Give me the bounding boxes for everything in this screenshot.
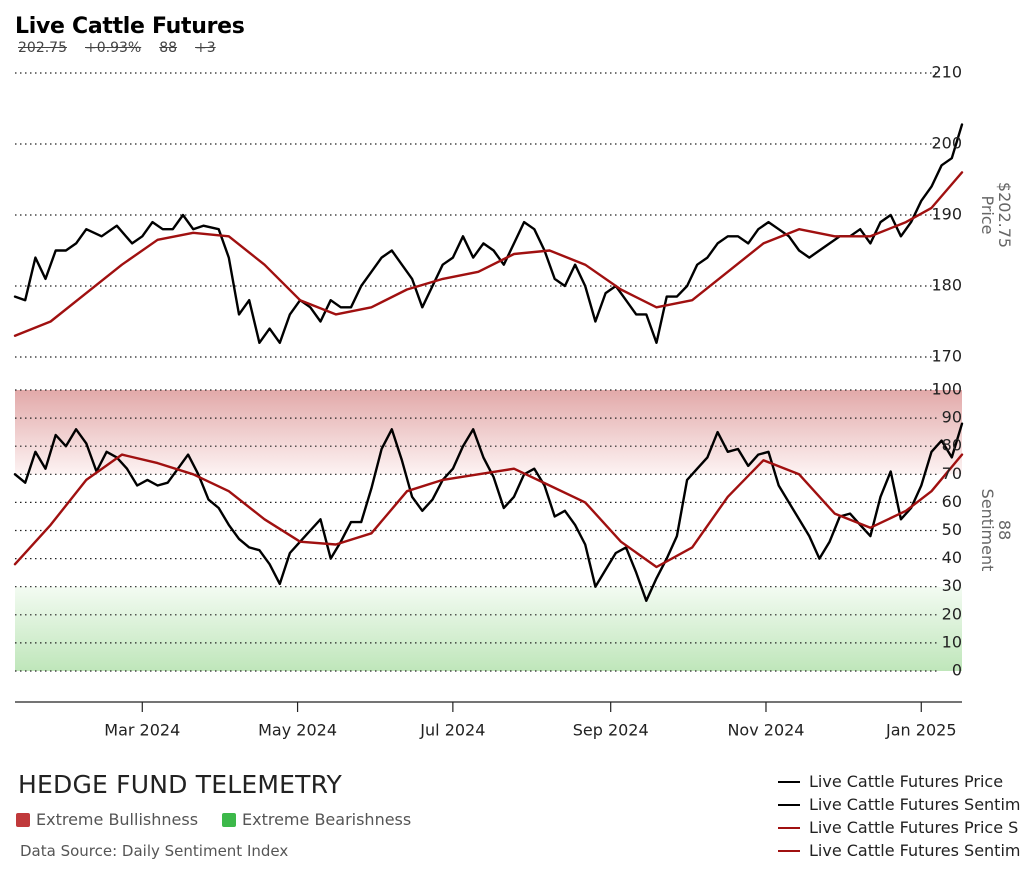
x-tick-label: May 2024 — [258, 721, 337, 740]
brand-name: HEDGE FUND TELEMETRY — [18, 770, 343, 799]
stat-sentiment: 88 — [159, 40, 178, 56]
stat-change: +0.93% — [85, 40, 142, 56]
stat-price: 202.75 — [18, 40, 67, 56]
stat-sentiment-change: +3 — [195, 40, 216, 56]
legend-label: Live Cattle Futures Price S — [809, 818, 1019, 837]
legend-item: Live Cattle Futures Sentim — [778, 839, 1024, 862]
sentiment-tick-label: 0 — [952, 661, 962, 680]
header-stats: 202.75 +0.93% 88 +3 — [18, 40, 234, 56]
x-tick-label: Jan 2025 — [885, 721, 956, 740]
legend-item: Live Cattle Futures Price — [778, 770, 1024, 793]
bullish-swatch — [16, 812, 30, 827]
x-tick-label: Jul 2024 — [419, 721, 485, 740]
sentiment-tick-label: 60 — [942, 492, 962, 511]
sentiment-tick-label: 20 — [942, 604, 962, 623]
data-source: Data Source: Daily Sentiment Index — [20, 842, 289, 860]
chart-title: Live Cattle Futures — [15, 14, 245, 39]
price-axis-label-text: $202.75 — [995, 182, 1014, 248]
price-tick-label: 200 — [931, 134, 962, 153]
price-axis-label-text: Price — [978, 195, 997, 234]
legend-label: Live Cattle Futures Sentim — [809, 841, 1021, 860]
legend-line — [778, 803, 800, 806]
sentiment-tick-label: 50 — [942, 520, 962, 539]
legend-item: Live Cattle Futures Sentim — [778, 793, 1024, 816]
sentiment-smoothed-line — [13, 453, 964, 569]
grid-lines — [15, 72, 940, 672]
sentiment-tick-label: 40 — [942, 548, 962, 567]
price-tick-label: 180 — [931, 276, 962, 295]
legend-line — [778, 849, 800, 852]
price-line — [13, 123, 964, 344]
bearish-swatch — [222, 812, 236, 827]
legend-item: Live Cattle Futures Price S — [778, 816, 1024, 839]
bearish-label: Extreme Bearishness — [242, 810, 412, 829]
sentiment-bands — [15, 390, 962, 671]
bullish-label: Extreme Bullishness — [36, 810, 199, 829]
legend-line — [778, 780, 800, 783]
sentiment-tick-label: 10 — [942, 632, 962, 651]
series-lines — [13, 123, 964, 602]
price-smoothed-line — [13, 171, 964, 337]
sentiment-tick-label: 70 — [942, 464, 962, 483]
bullish-band — [15, 390, 962, 475]
key-bearish: Extreme Bearishness — [222, 810, 411, 829]
sentiment-tick-label: 30 — [942, 576, 962, 595]
price-axis-label: Price$202.75 — [978, 182, 1014, 248]
sentiment-tick-label: 80 — [942, 436, 962, 455]
x-tick-label: Sep 2024 — [573, 721, 649, 740]
legend-label: Live Cattle Futures Sentim — [809, 795, 1021, 814]
bearish-band — [15, 586, 962, 671]
sentiment-axis-label-text: Sentiment — [978, 489, 997, 572]
sentiment-axis-label-text: 88 — [995, 520, 1014, 540]
price-tick-label: 190 — [931, 205, 962, 224]
sentiment-line — [13, 422, 964, 602]
price-tick-label: 170 — [931, 347, 962, 366]
legend-label: Live Cattle Futures Price — [809, 772, 1004, 791]
sentiment-tick-label: 100 — [931, 380, 962, 399]
key-bullish: Extreme Bullishness — [16, 810, 198, 829]
legend: Live Cattle Futures Price Live Cattle Fu… — [778, 770, 1024, 862]
sentiment-tick-label: 90 — [942, 408, 962, 427]
price-tick-label: 210 — [931, 63, 962, 82]
tick-labels: 170 180 190 200 210 0 10 20 30 40 50 60 70 80 90 100 Mar… — [104, 63, 1014, 740]
axes — [15, 701, 962, 712]
x-tick-label: Mar 2024 — [104, 721, 180, 740]
x-tick-label: Nov 2024 — [727, 721, 804, 740]
legend-line — [778, 826, 800, 829]
